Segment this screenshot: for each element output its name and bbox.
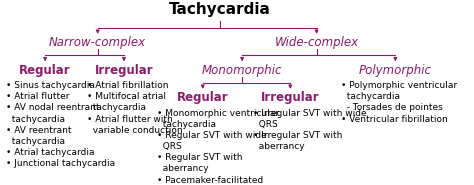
Text: • AV reentrant: • AV reentrant: [6, 126, 71, 135]
Text: • Regular SVT with: • Regular SVT with: [157, 153, 242, 162]
Text: • Ventricular fibrillation: • Ventricular fibrillation: [341, 115, 447, 124]
Text: tachycardia: tachycardia: [157, 120, 216, 129]
Text: Irregular: Irregular: [261, 91, 319, 104]
Text: • Irregular SVT with: • Irregular SVT with: [253, 131, 343, 140]
Text: • Polymorphic ventricular: • Polymorphic ventricular: [341, 81, 457, 90]
Text: Polymorphic: Polymorphic: [359, 64, 432, 77]
Text: tachycardia: tachycardia: [6, 137, 65, 146]
Text: • Monomorphic ventricular: • Monomorphic ventricular: [157, 109, 279, 118]
Text: Regular: Regular: [177, 91, 228, 104]
Text: • Multifocal atrial: • Multifocal atrial: [87, 92, 166, 101]
Text: Monomorphic: Monomorphic: [202, 64, 283, 77]
Text: aberrancy: aberrancy: [157, 164, 209, 173]
Text: • Sinus tachycardia: • Sinus tachycardia: [6, 81, 95, 90]
Text: QRS: QRS: [157, 142, 182, 151]
Text: • Atrial tachycardia: • Atrial tachycardia: [6, 148, 94, 157]
Text: aberrancy: aberrancy: [253, 142, 305, 151]
Text: tachycardia: tachycardia: [341, 92, 400, 101]
Text: • Atrial flutter with: • Atrial flutter with: [87, 115, 173, 124]
Text: Narrow-complex: Narrow-complex: [49, 36, 146, 49]
Text: • Regular SVT with wide: • Regular SVT with wide: [157, 131, 266, 140]
Text: QRS: QRS: [253, 120, 278, 129]
Text: tachycardia: tachycardia: [6, 115, 65, 124]
Text: Regular: Regular: [19, 64, 71, 77]
Text: • Atrial fibrillation: • Atrial fibrillation: [87, 81, 168, 90]
Text: Tachycardia: Tachycardia: [169, 2, 271, 17]
Text: • Irregular SVT with wide: • Irregular SVT with wide: [253, 109, 367, 118]
Text: • Atrial flutter: • Atrial flutter: [6, 92, 69, 101]
Text: • AV nodal reentrant: • AV nodal reentrant: [6, 103, 99, 112]
Text: variable conduction: variable conduction: [87, 126, 182, 135]
Text: • Junctional tachycardia: • Junctional tachycardia: [6, 159, 115, 168]
Text: Irregular: Irregular: [95, 64, 153, 77]
Text: - Torsades de pointes: - Torsades de pointes: [341, 103, 442, 112]
Text: tachycardia: tachycardia: [87, 103, 146, 112]
Text: • Pacemaker-facilitated: • Pacemaker-facilitated: [157, 176, 263, 184]
Text: Wide-complex: Wide-complex: [274, 36, 359, 49]
